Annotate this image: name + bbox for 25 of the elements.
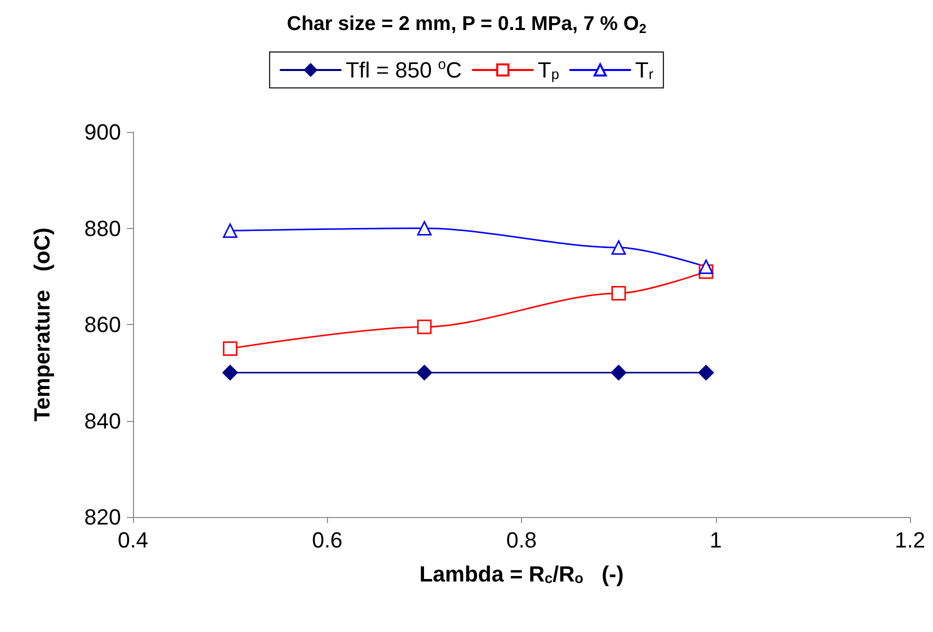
point bbox=[222, 364, 238, 380]
y-tick-label: 820 bbox=[84, 504, 121, 530]
point bbox=[417, 320, 432, 334]
x-tick-label: 0.8 bbox=[506, 528, 537, 552]
point bbox=[610, 364, 626, 380]
x-tick-label: 1.2 bbox=[894, 528, 926, 552]
text: Lambda = Rc/Ro (-) bbox=[419, 561, 624, 587]
y-axis-title: Temperature (oC) bbox=[30, 228, 54, 422]
point bbox=[611, 240, 626, 255]
point bbox=[416, 364, 432, 380]
x-tick-label: 0.6 bbox=[312, 528, 343, 552]
y-tick-label: 900 bbox=[84, 120, 121, 144]
x-tick-label: 1 bbox=[710, 528, 722, 552]
point bbox=[222, 223, 238, 238]
point bbox=[698, 364, 714, 380]
legend-label: Tp bbox=[538, 57, 560, 83]
point bbox=[222, 341, 238, 356]
x-tick-label: 0.4 bbox=[118, 528, 148, 552]
y-tick-label: 860 bbox=[84, 312, 121, 337]
point bbox=[417, 221, 432, 236]
point bbox=[611, 286, 626, 300]
legend-label: Tr bbox=[635, 57, 654, 83]
point bbox=[698, 260, 714, 274]
y-tick-label: 880 bbox=[84, 216, 121, 241]
y-tick-label: 840 bbox=[84, 408, 121, 434]
